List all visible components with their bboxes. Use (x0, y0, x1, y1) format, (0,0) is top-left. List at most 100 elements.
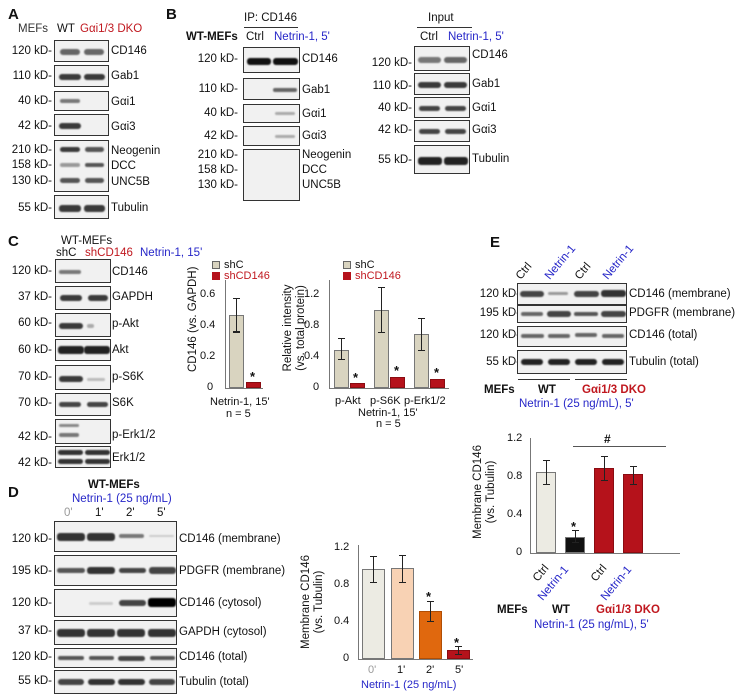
y-axis-label: Membrane CD146 (vs. Tubulin) (300, 555, 326, 649)
input-underline (417, 27, 472, 28)
y-axis-label: CD146 (vs. GAPDH) (187, 266, 199, 372)
error-bar (633, 466, 634, 484)
blot-p-s6k (55, 365, 111, 390)
blot-label: Akt (112, 344, 129, 356)
blot-erk (55, 446, 111, 468)
y-tick-label: 0.2 (200, 350, 216, 362)
error-cap (233, 298, 240, 299)
lane-label: Ctrl (513, 260, 535, 282)
input-blot-gab1 (414, 73, 470, 95)
kd-marker: 110 kD- (198, 83, 238, 95)
blot-label: p-S6K (112, 371, 144, 383)
input-blot-gai1 (414, 97, 470, 118)
kd-marker: 120 kD- (11, 651, 52, 663)
blot-gapdh-cytosol (54, 620, 177, 645)
treat-label: Netrin-1 (25 ng/mL), 5' (534, 619, 649, 631)
ip-title: IP: CD146 (244, 12, 298, 24)
dko-label: Gαi1/3 DKO (582, 384, 646, 396)
cell-label: WT-MEFs (88, 479, 140, 491)
cell-label: WT-MEFs (61, 235, 113, 247)
blot-label: CD146 (total) (629, 329, 698, 341)
n-label: n = 5 (376, 418, 401, 430)
kd-marker: 37 kD- (18, 291, 52, 303)
error-cap (399, 555, 406, 556)
blot-pdgfr-membrane (517, 305, 627, 323)
error-cap (543, 460, 550, 461)
significance-star: * (250, 369, 256, 384)
blot-label: PDGFR (membrane) (629, 307, 736, 319)
blot-label: Gαi3 (472, 124, 497, 136)
blot-label: Gab1 (111, 70, 140, 82)
blot-label: CD146 (472, 49, 508, 61)
blot-gai3 (54, 114, 109, 136)
x-tick-label: p-Akt (335, 395, 361, 407)
wt-label: WT (552, 604, 570, 616)
wt-label: WT (538, 384, 556, 396)
error-bar (546, 460, 547, 484)
blot-label: p-Akt (112, 318, 139, 330)
blot-label: UNC5B (302, 179, 341, 191)
y-tick-label: 0 (516, 546, 523, 558)
significance-bracket (573, 446, 666, 447)
input-blot-cd146 (414, 46, 470, 71)
ip-blot-gai3 (243, 126, 300, 146)
ip-blot-cd146 (243, 47, 300, 73)
kd-marker: 40 kD- (18, 95, 52, 107)
blot-p-erk (55, 419, 111, 444)
kd-marker: 195 kD- (479, 307, 520, 319)
blot-cd146-total (517, 326, 627, 347)
blot-label: Tubulin (total) (629, 356, 699, 368)
blot-gapdh (55, 286, 111, 310)
y-tick-label: 1.2 (507, 432, 523, 444)
bar-shcd146-ps6k (390, 377, 405, 388)
time-label: 1' (95, 507, 104, 519)
kd-marker: 110 kD- (372, 80, 412, 92)
y-axis (329, 280, 330, 388)
x-axis (329, 388, 449, 389)
kd-marker: 195 kD- (11, 565, 52, 577)
blot-label: CD146 (membrane) (629, 288, 731, 300)
kd-marker: 55 kD- (18, 675, 52, 687)
y-tick-label: 0.4 (507, 508, 523, 520)
blot-label: Gαi1 (111, 96, 136, 108)
error-cap (399, 582, 406, 583)
x-tick-label: p-S6K (370, 395, 401, 407)
blot-label: CD146 (112, 266, 148, 278)
blot-label: DCC (111, 160, 136, 172)
kd-marker: 40 kD- (378, 102, 412, 114)
kd-marker: 120 kD- (197, 53, 238, 65)
error-bar (458, 646, 459, 654)
error-cap (630, 484, 637, 485)
x-tick-label: 0' (368, 664, 377, 676)
blot-cd146-membrane (54, 521, 177, 552)
error-cap (572, 530, 579, 531)
error-cap (455, 654, 462, 655)
x-axis-label: Netrin-1, 15' (210, 396, 270, 408)
error-cap (601, 456, 608, 457)
error-cap (418, 350, 425, 351)
treat-label: Netrin-1, 5' (448, 31, 504, 43)
error-cap (338, 338, 345, 339)
x-tick-label: Ctrl (588, 562, 610, 584)
treat-label: Netrin-1, 5' (274, 31, 330, 43)
blot-label: CD146 (302, 53, 338, 65)
blot-label: Gαi3 (302, 130, 327, 142)
panel-letter-e: E (490, 234, 501, 251)
y-tick-label: 1.2 (304, 288, 320, 300)
blot-label: Gab1 (472, 78, 501, 90)
blot-s6k (55, 393, 111, 416)
blot-label: Tubulin (472, 153, 510, 165)
kd-marker: 120 kD- (11, 533, 52, 545)
y-tick-label: 0 (343, 652, 350, 664)
ip-blot-gab1 (243, 78, 300, 100)
treat-label: Netrin-1 (25 ng/mL), 5' (519, 398, 634, 410)
y-axis (530, 438, 531, 553)
blot-pdgfr-membrane (54, 555, 177, 586)
group-line-wt (518, 379, 570, 380)
x-axis (530, 553, 680, 554)
bar-dko-netrin (623, 474, 643, 553)
y-tick-label: 0.4 (200, 319, 216, 331)
kd-marker: 130 kD- (11, 175, 52, 187)
y-tick-label: 0.8 (507, 470, 523, 482)
blot-label: UNC5B (111, 176, 150, 188)
